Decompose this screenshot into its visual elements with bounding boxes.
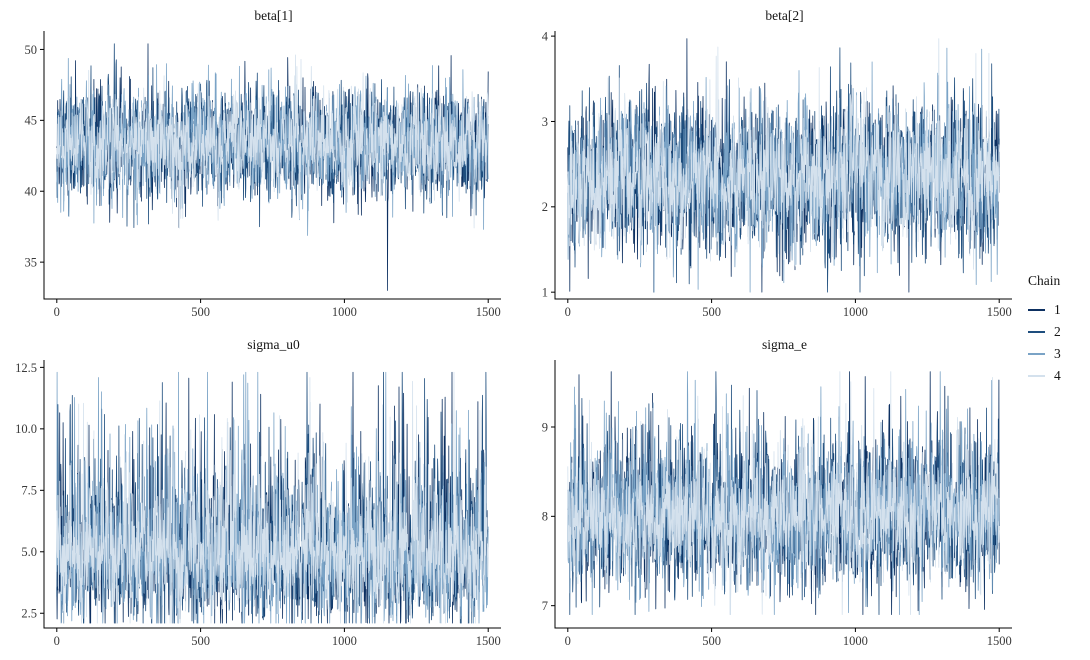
trace-line-chain-3 — [56, 371, 489, 624]
y-tick-label: 5.0 — [21, 545, 37, 559]
x-tick-label: 0 — [54, 634, 60, 648]
x-tick-label: 1000 — [843, 634, 868, 648]
legend-title: Chain — [1028, 273, 1061, 288]
axis-lines — [43, 360, 501, 629]
y-tick-label: 12.5 — [15, 361, 37, 375]
y-tick-label: 50 — [25, 43, 38, 57]
x-tick-label: 0 — [565, 634, 571, 648]
x-tick-label: 1500 — [476, 305, 501, 319]
x-tick-label: 500 — [191, 634, 210, 648]
trace-line-chain-4 — [567, 371, 1000, 616]
legend-entry-label: 2 — [1054, 324, 1061, 339]
chain-color-swatch — [1028, 309, 1045, 311]
legend-entries: 1 2 3 4 — [1028, 299, 1061, 387]
trace-canvas-beta2: 1 2 3 4 0 500 1000 1500 — [542, 29, 1012, 319]
y-tick-label: 8 — [542, 510, 548, 524]
legend-entry-chain-2: 2 — [1028, 321, 1061, 343]
legend-entry-label: 4 — [1054, 368, 1061, 383]
x-tick-label: 500 — [702, 305, 721, 319]
chain-legend: Chain 1 2 3 4 — [1024, 0, 1090, 660]
y-tick-label: 4 — [542, 29, 549, 43]
subplot-sigma-u0: sigma_u0 2.5 5.0 7.5 10.0 12.5 0 500 1000 1500 — [2, 331, 513, 660]
plot-title-sigma-e: sigma_e — [762, 337, 807, 352]
y-tick-label: 10.0 — [15, 422, 37, 436]
chain-color-swatch — [1028, 375, 1045, 377]
x-tick-label: 1500 — [987, 305, 1012, 319]
x-tick-label: 1500 — [476, 634, 501, 648]
legend-entry-chain-4: 4 — [1028, 365, 1061, 387]
x-tick-label: 0 — [565, 305, 571, 319]
trace-canvas-sigma-u0: 2.5 5.0 7.5 10.0 12.5 0 500 1000 1500 — [15, 360, 501, 648]
x-tick-label: 1000 — [332, 305, 357, 319]
y-tick-label: 2.5 — [21, 607, 37, 621]
x-tick-label: 1000 — [843, 305, 868, 319]
axis-lines — [554, 360, 1012, 629]
subplot-beta1: beta[1] 35 40 45 50 0 500 1000 1500 — [2, 2, 513, 331]
plot-title-beta2: beta[2] — [765, 8, 804, 23]
plot-title-beta1: beta[1] — [254, 8, 293, 23]
y-tick-label: 3 — [542, 115, 548, 129]
x-tick-label: 1500 — [987, 634, 1012, 648]
y-tick-label: 9 — [542, 420, 548, 434]
axis-lines — [554, 31, 1012, 300]
y-tick-label: 2 — [542, 200, 548, 214]
trace-line-chain-4 — [56, 371, 489, 624]
y-tick-label: 7 — [542, 599, 548, 613]
trace-line-chain-4 — [56, 54, 489, 229]
legend-entry-chain-1: 1 — [1028, 299, 1061, 321]
x-tick-label: 0 — [54, 305, 60, 319]
trace-canvas-sigma-e: 7 8 9 0 500 1000 1500 — [542, 360, 1012, 648]
legend-entry-label: 1 — [1054, 302, 1061, 317]
y-tick-label: 1 — [542, 286, 548, 300]
y-tick-label: 7.5 — [21, 484, 37, 498]
plot-title-sigma-u0: sigma_u0 — [247, 337, 300, 352]
y-tick-label: 45 — [25, 114, 38, 128]
trace-line-chain-4 — [567, 38, 1000, 270]
legend-entry-label: 3 — [1054, 346, 1061, 361]
x-tick-label: 500 — [191, 305, 210, 319]
chain-color-swatch — [1028, 331, 1045, 333]
x-tick-label: 500 — [702, 634, 721, 648]
y-tick-label: 35 — [25, 256, 38, 270]
subplot-sigma-e: sigma_e 7 8 9 0 500 1000 1500 — [513, 331, 1024, 660]
subplot-beta2: beta[2] 1 2 3 4 0 500 1000 1500 — [513, 2, 1024, 331]
x-tick-label: 1000 — [332, 634, 357, 648]
y-tick-label: 40 — [25, 185, 38, 199]
chain-color-swatch — [1028, 353, 1045, 355]
legend-entry-chain-3: 3 — [1028, 343, 1061, 365]
